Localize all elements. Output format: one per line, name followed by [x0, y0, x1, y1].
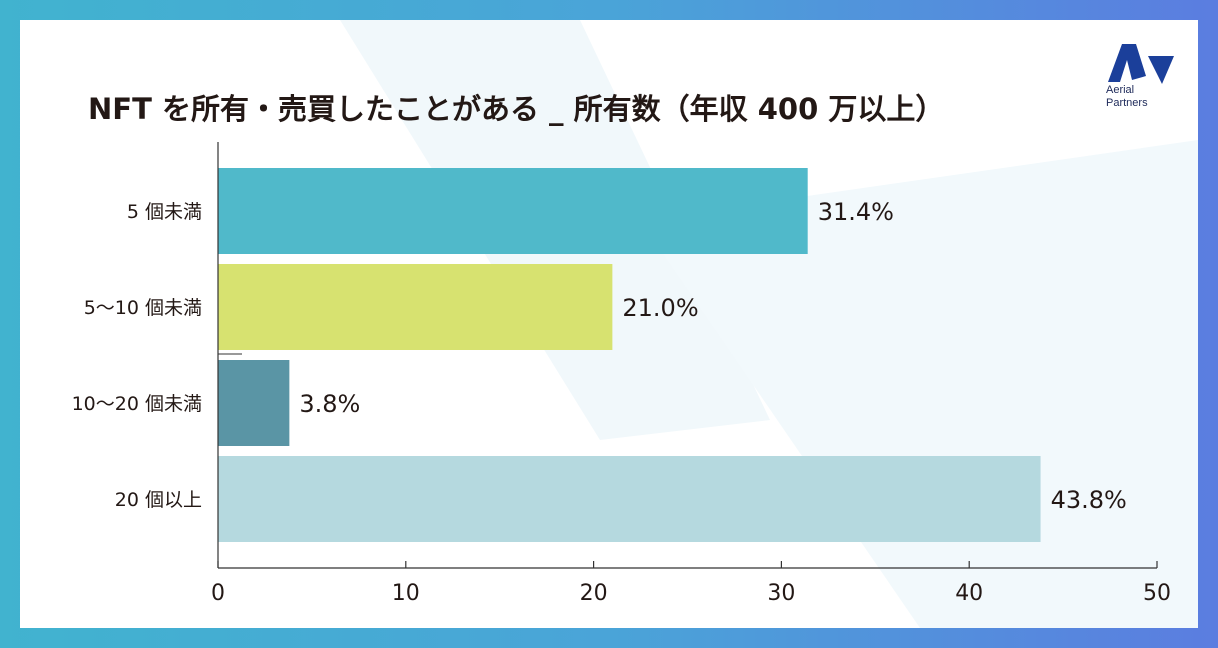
x-tick-label-50: 50: [1143, 581, 1171, 606]
category-label-2: 5〜10 個未満: [84, 297, 202, 319]
bar-3: [218, 360, 290, 446]
x-tick-label-10: 10: [392, 581, 420, 606]
value-label-3: 3.8%: [299, 390, 360, 418]
chart-panel: NFT を所有・売買したことがある _ 所有数（年収 400 万以上） Aeri…: [20, 20, 1198, 628]
chart-title: NFT を所有・売買したことがある _ 所有数（年収 400 万以上）: [88, 92, 945, 126]
logo-text-line1: Aerial: [1106, 84, 1135, 96]
aerial-partners-logo: Aerial Partners: [1102, 40, 1182, 112]
category-label-3: 10〜20 個未満: [72, 393, 202, 415]
value-label-2: 21.0%: [622, 294, 698, 322]
bar-1: [218, 168, 808, 254]
x-tick-label-40: 40: [955, 581, 983, 606]
logo-text-line2: Partners: [1106, 97, 1148, 109]
logo-mark-icon: [1108, 44, 1174, 84]
bar-2: [218, 264, 613, 350]
x-tick-label-20: 20: [580, 581, 608, 606]
x-tick-label-0: 0: [211, 581, 225, 606]
value-label-1: 31.4%: [818, 198, 894, 226]
category-label-1: 5 個未満: [127, 201, 202, 223]
bar-4: [218, 456, 1041, 542]
value-label-4: 43.8%: [1051, 486, 1127, 514]
bar-chart: 5 個未満 31.4% 5〜10 個未満 21.0% 10〜20 個未満 3.8% 20 個…: [72, 142, 1171, 606]
category-label-4: 20 個以上: [115, 489, 202, 511]
x-tick-label-30: 30: [767, 581, 795, 606]
